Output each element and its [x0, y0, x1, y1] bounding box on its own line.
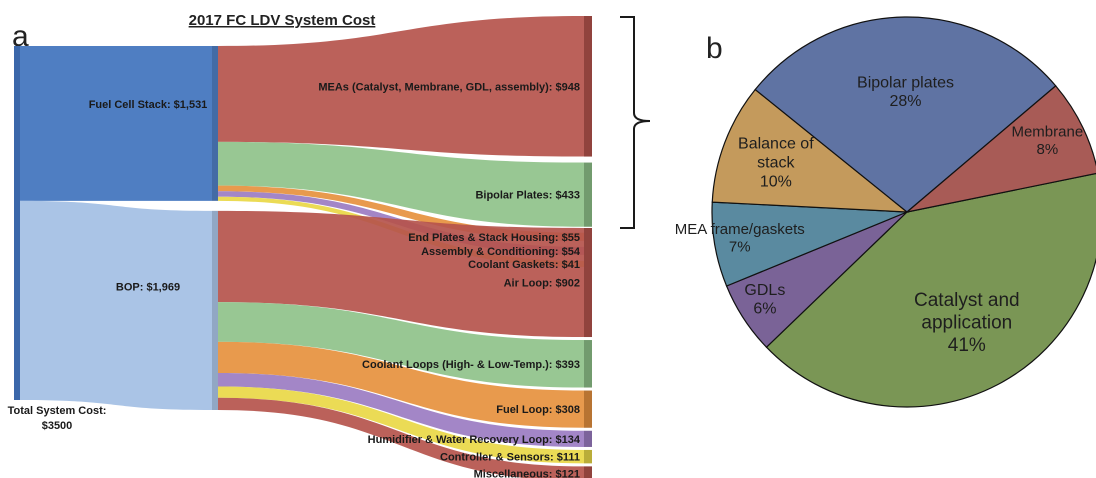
flow-air-loop-902 [218, 210, 584, 338]
leaf-label-air-loop-902: Air Loop: $902 [504, 278, 580, 290]
panel-letter-b: b [706, 32, 723, 65]
flow-controller-sensors-111 [218, 386, 584, 464]
pie-label-membrane-1: 8% [1036, 141, 1058, 158]
pie-slice-bipolar-plates [754, 16, 1057, 213]
pie-label-catalyst-and-1: application [921, 313, 1012, 334]
stack-bracket [620, 16, 651, 229]
sankey-title: 2017 FC LDV System Cost [189, 12, 376, 29]
sankey-chart: 2017 FC LDV System Cost Total System Cos… [8, 12, 651, 478]
pie-label-bipolar-plates-1: 28% [890, 93, 922, 110]
leaf-label-fuel-loop-308: Fuel Loop: $308 [496, 404, 580, 416]
sankey-flows [20, 16, 584, 478]
leaf-node-fuel-loop-308 [584, 390, 592, 428]
leaf-node-controller-sensors-111 [584, 449, 592, 464]
pie-label-balance-of-2: 10% [760, 173, 792, 190]
pie-label-mea-frame-gaskets-0: MEA frame/gaskets [675, 221, 805, 238]
leaf-label-assembly-conditioning-54: Assembly & Conditioning: $54 [421, 246, 581, 258]
leaf-label-meas-catalyst-membrane-gdl-assembly-948: MEAs (Catalyst, Membrane, GDL, assembly)… [318, 81, 580, 93]
pie-label-bipolar-plates-0: Bipolar plates [857, 74, 954, 91]
pie-slice-membrane [906, 85, 1096, 213]
pie-label-catalyst-and-2: 41% [948, 335, 986, 356]
pie-label-gdls-1: 6% [753, 301, 776, 318]
flow-miscellaneous-121 [218, 397, 584, 478]
sankey-nodes [14, 16, 592, 478]
total-cost-value: $3500 [42, 420, 73, 432]
node-label-stack: Fuel Cell Stack: $1,531 [89, 99, 208, 111]
leaf-label-controller-sensors-111: Controller & Sensors: $111 [440, 452, 580, 464]
sankey-labels: Fuel Cell Stack: $1,531 MEAs (Catalyst, M… [89, 81, 581, 478]
pie-slice-balance-of [711, 88, 909, 213]
leaf-label-coolant-gaskets-41: Coolant Gaskets: $41 [468, 259, 580, 271]
leaf-node-bipolar-plates-433 [584, 162, 592, 227]
pie-slice-catalyst-and [765, 172, 1096, 408]
leaf-node-humidifier-water-recovery-loop-134 [584, 430, 592, 447]
pie-label-gdls-0: GDLs [744, 282, 785, 299]
panel-letter-a: a [12, 20, 29, 53]
pie-label-balance-of-1: stack [757, 155, 795, 172]
flow-humidifier-water-recovery-loop-134 [218, 372, 584, 447]
leaf-node-coolant-loops-high-low-temp-393 [584, 340, 592, 388]
total-cost-label: Total System Cost: [8, 405, 107, 417]
flow-bipolar-plates-433 [218, 141, 584, 227]
root-node [14, 46, 20, 400]
leaf-label-end-plates-stack-housing-55: End Plates & Stack Housing: $55 [408, 232, 580, 244]
leaf-node-meas-catalyst-membrane-gdl-assembly-948 [584, 16, 592, 157]
pie-label-catalyst-and-0: Catalyst and [914, 290, 1020, 311]
leaf-node-miscellaneous-121 [584, 466, 592, 478]
flow-meas-catalyst-membrane-gdl-assembly-948 [218, 16, 584, 157]
flow-coolant-loops-high-low-temp-393 [218, 302, 584, 388]
flow-root-to-bop [20, 200, 212, 410]
flow-end-plates-stack-housing-55 [218, 185, 584, 241]
leaf-label-miscellaneous-121: Miscellaneous: $121 [474, 469, 580, 478]
leaf-label-humidifier-water-recovery-loop-134: Humidifier & Water Recovery Loop: $134 [368, 434, 581, 446]
node-label-bop: BOP: $1,969 [116, 282, 180, 294]
pie-label-membrane-0: Membrane [1011, 123, 1083, 140]
pie-label-mea-frame-gaskets-1: 7% [729, 239, 751, 256]
pie-label-balance-of-0: Balance of [738, 136, 814, 153]
node-bop [212, 210, 218, 410]
leaf-node-air-loop-902 [584, 228, 592, 338]
leaf-label-coolant-loops-high-low-temp-393: Coolant Loops (High- & Low-Temp.): $393 [362, 359, 580, 371]
leaf-label-bipolar-plates-433: Bipolar Plates: $433 [475, 190, 580, 202]
flow-fuel-loop-308 [218, 341, 584, 428]
flow-root-to-stack [20, 46, 212, 201]
node-stack [212, 46, 218, 201]
